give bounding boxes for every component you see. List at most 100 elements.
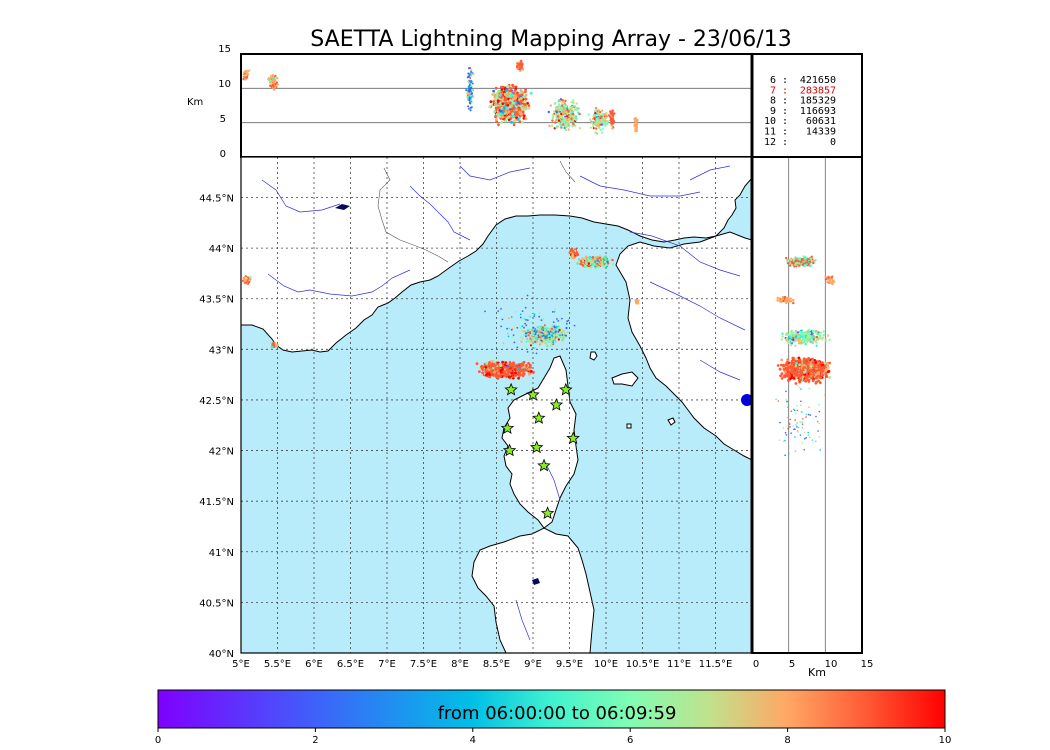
side-source: [824, 339, 828, 342]
altitude-source: [507, 110, 511, 113]
altitude-source: [572, 101, 575, 105]
lightning-source: [529, 336, 532, 339]
lightning-source: [516, 346, 519, 349]
altitude-source: [553, 127, 556, 130]
side-source: [784, 373, 788, 376]
altitude-source: [470, 101, 473, 104]
longitude-tick-label: 6°E: [305, 659, 323, 670]
altitude-source: [587, 113, 590, 116]
lightning-source: [558, 328, 561, 332]
side-source: [796, 261, 799, 265]
lightning-source: [532, 370, 535, 374]
side-source: [810, 357, 814, 361]
lightning-source: [504, 373, 508, 377]
side-source: [789, 334, 792, 337]
lightning-source: [594, 260, 597, 263]
lightning-source: [487, 363, 491, 367]
lightning-source: [484, 370, 488, 374]
side-source: [789, 264, 792, 267]
side-source: [809, 372, 812, 376]
altitude-source: [524, 90, 527, 94]
altitude-source: [573, 108, 577, 112]
lightning-source: [595, 264, 598, 267]
side-source: [804, 358, 808, 362]
station-star: [559, 382, 573, 396]
altitude-source: [510, 93, 514, 97]
lightning-source: [555, 325, 558, 328]
altitude-source: [592, 114, 595, 117]
lightning-source: [533, 347, 536, 349]
lightning-source: [514, 371, 517, 375]
lightning-source: [594, 258, 597, 261]
country-borders: [377, 160, 576, 263]
stat-colon: :: [782, 85, 788, 96]
lightning-source: [539, 312, 541, 315]
lightning-source: [518, 374, 521, 377]
altitude-source: [501, 85, 505, 89]
altitude-source: [595, 122, 598, 125]
altitude-source: [610, 122, 614, 125]
altitude-source: [609, 117, 613, 120]
altitude-source: [511, 97, 515, 101]
side-source: [815, 335, 819, 339]
side-source: [818, 381, 822, 385]
altitude-source: [524, 93, 528, 97]
side-source: [813, 364, 817, 367]
side-source: [809, 369, 813, 372]
side-source: [814, 340, 818, 343]
altitude-source: [553, 110, 556, 113]
side-source: [811, 341, 814, 345]
lightning-source: [502, 342, 505, 345]
stat-colon: :: [782, 96, 788, 107]
lightning-source: [543, 339, 546, 342]
side-source: [797, 356, 801, 360]
side-source: [817, 331, 820, 334]
altitude-source: [504, 119, 508, 123]
lightning-source: [562, 336, 565, 339]
lightning-source: [601, 259, 604, 262]
lightning-source: [507, 370, 510, 374]
altitude-source: [519, 113, 523, 116]
lightning-source: [500, 325, 503, 328]
lightning-source: [508, 361, 512, 364]
lightning-source: [525, 345, 527, 348]
lightning-source: [586, 257, 590, 261]
side-source: [797, 335, 801, 338]
lightning-source: [513, 341, 516, 344]
lightning-source: [545, 334, 548, 337]
altitude-source: [567, 121, 571, 125]
side-source: [819, 370, 823, 374]
lightning-source: [555, 334, 558, 337]
latitude-tick-label: 42°N: [209, 447, 234, 458]
lightning-source: [591, 261, 594, 264]
longitude-tick-label: 11.5°E: [699, 659, 733, 670]
altitude-source: [468, 93, 471, 96]
altitude-source: [467, 90, 470, 92]
altitude-source: [559, 108, 562, 112]
lightning-source: [504, 366, 507, 369]
lightning-source: [493, 370, 496, 374]
longitude-tick-label: 10.5°E: [626, 659, 660, 670]
lightning-source: [527, 372, 531, 376]
side-source: [800, 339, 804, 342]
altitude-source: [595, 116, 598, 119]
side-source: [798, 264, 801, 267]
side-source: [786, 368, 790, 371]
side-source: [794, 344, 797, 347]
lightning-source: [521, 329, 524, 332]
altitude-source: [494, 106, 498, 110]
lightning-source: [527, 334, 530, 337]
altitude-source: [512, 123, 516, 127]
stat-value: 421650: [800, 75, 836, 86]
side-source: [807, 357, 810, 360]
stat-colon: :: [782, 75, 788, 86]
altitude-source: [611, 118, 615, 122]
side-source: [815, 380, 818, 384]
lightning-source: [497, 310, 499, 312]
altitude-source: [594, 109, 597, 112]
lightning-source: [532, 311, 535, 314]
altitude-source: [274, 76, 277, 80]
side-source: [794, 382, 798, 385]
altitude-source: [527, 104, 531, 107]
altitude-source: [512, 91, 516, 95]
